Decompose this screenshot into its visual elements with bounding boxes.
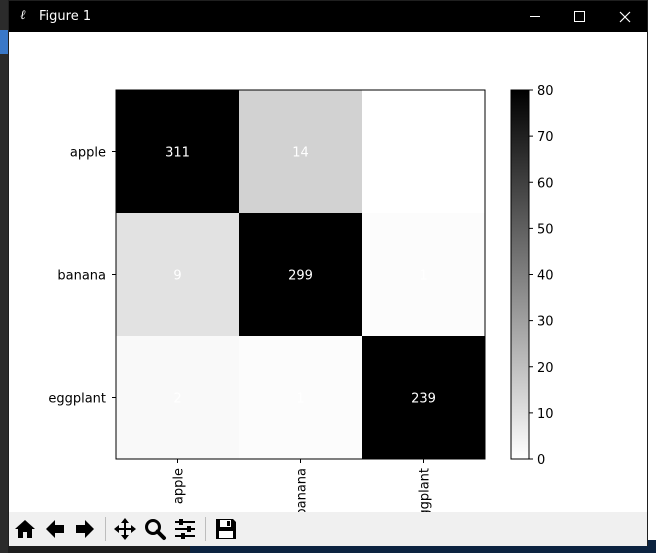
back-icon (46, 520, 64, 538)
close-icon (619, 11, 631, 22)
window-title: Figure 1 (39, 9, 92, 24)
heatmap-cell (362, 213, 485, 336)
heatmap-cell (239, 336, 362, 459)
colorbar (510, 89, 530, 460)
pan-button[interactable] (111, 515, 139, 543)
x-tick-label: apple (172, 468, 187, 504)
colorbar-tick-label: 70 (537, 130, 554, 145)
cell-value-label: 1 (296, 392, 304, 407)
cell-value-label: 9 (173, 269, 181, 284)
close-button[interactable] (603, 1, 647, 32)
subplots-icon (175, 519, 195, 539)
heatmap-cell (362, 90, 485, 213)
heatmap-cell (116, 213, 239, 336)
home-button[interactable] (11, 515, 39, 543)
subplots-button[interactable] (171, 515, 199, 543)
minimize-icon (530, 16, 540, 17)
cell-value-label: 14 (292, 146, 309, 161)
back-button[interactable] (41, 515, 69, 543)
y-tick-label: eggplant (48, 392, 106, 407)
navigation-toolbar (9, 512, 647, 546)
y-tick-label: banana (57, 269, 106, 284)
colorbar-tick-label: 10 (537, 407, 554, 422)
heatmap-cell (116, 90, 239, 213)
cell-value-label: 239 (411, 392, 436, 407)
pan-icon (114, 518, 136, 540)
toolbar-separator (205, 517, 206, 541)
cell-value-label: 1 (419, 269, 427, 284)
title-bar[interactable]: ℓ Figure 1 (9, 1, 647, 32)
forward-icon (76, 520, 94, 538)
y-tick-label: apple (70, 146, 106, 161)
figure-canvas[interactable]: 311 14 9 299 1 2 1 239 apple banana eggplant apple b… (9, 32, 647, 526)
desktop-background-right (648, 0, 656, 553)
x-tick-label: banana (295, 468, 310, 512)
heatmap-cell (362, 336, 485, 459)
colorbar-tick-label: 30 (537, 315, 554, 330)
heatmap-cell (116, 336, 239, 459)
desktop-taskbar-fragment (0, 30, 8, 54)
desktop-background-left (0, 0, 8, 553)
colorbar-tick-label: 50 (537, 222, 554, 237)
confusion-matrix-chart: 311 14 9 299 1 2 1 239 apple banana eggplant apple b… (48, 84, 554, 526)
heatmap-cell (239, 90, 362, 213)
cell-value-label: 2 (173, 392, 181, 407)
x-tick-label: eggplant (418, 468, 433, 512)
colorbar-tick-label: 80 (537, 84, 554, 99)
minimize-button[interactable] (513, 1, 557, 32)
colorbar-tick-label: 60 (537, 176, 554, 191)
heatmap-cell (239, 213, 362, 336)
maximize-icon (573, 11, 585, 22)
forward-button[interactable] (71, 515, 99, 543)
feather-icon: ℓ (20, 8, 26, 23)
figure-window: ℓ Figure 1 311 14 9 299 1 2 1 239 apple banana egg… (8, 0, 648, 546)
zoom-button[interactable] (141, 515, 169, 543)
colorbar-tick-label: 0 (537, 453, 545, 468)
cell-value-label: 299 (288, 269, 313, 284)
cell-value-label: 311 (165, 146, 190, 161)
save-icon (216, 519, 236, 539)
colorbar-tick-label: 40 (537, 269, 554, 284)
home-icon (15, 520, 35, 538)
toolbar-separator (105, 517, 106, 541)
save-button[interactable] (212, 515, 240, 543)
colorbar-tick-label: 20 (537, 361, 554, 376)
maximize-button[interactable] (557, 1, 601, 32)
zoom-icon (145, 519, 166, 540)
